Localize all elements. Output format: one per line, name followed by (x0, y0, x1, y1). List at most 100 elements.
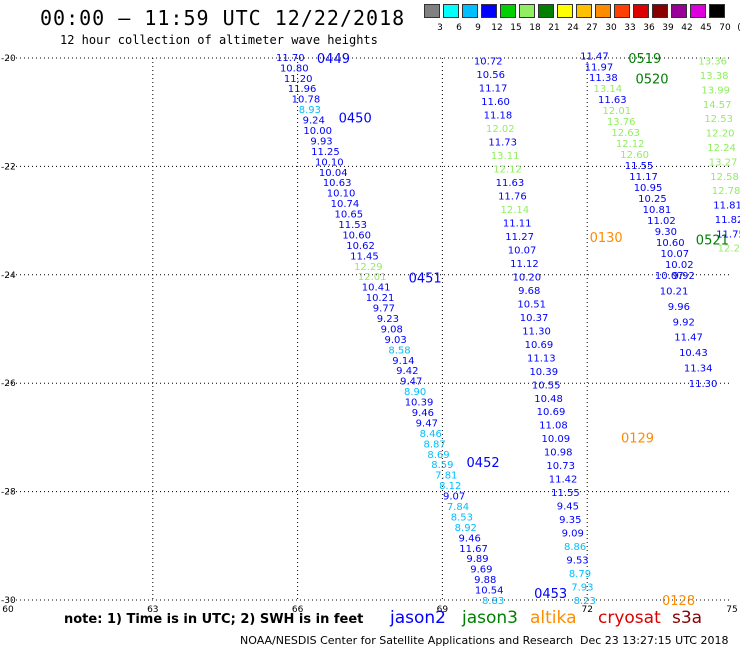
data-label: 13.27 (709, 157, 738, 168)
scale-swatch (519, 4, 535, 18)
x-tick-label: 63 (147, 605, 158, 615)
data-label: 11.70 (276, 53, 305, 64)
data-label: 10.65 (335, 210, 364, 221)
data-label: 11.17 (479, 84, 508, 95)
data-label: 9.03 (384, 335, 406, 346)
data-label: 9.46 (459, 533, 481, 544)
pass-time-label: 0129 (621, 431, 654, 446)
data-label: 10.09 (542, 434, 571, 445)
data-label: 8.86 (564, 542, 586, 553)
data-label: 7.81 (435, 471, 457, 482)
data-label: 9.53 (566, 556, 588, 567)
data-label: 10.00 (303, 126, 332, 137)
data-label: 12.02 (486, 124, 515, 135)
data-label: 10.10 (327, 189, 356, 200)
scale-swatch (538, 4, 554, 18)
data-label: 12.60 (620, 150, 649, 161)
data-label: 13.11 (491, 151, 520, 162)
data-label: 8.69 (427, 450, 449, 461)
data-label: 7.93 (571, 583, 593, 594)
data-label: 11.18 (484, 111, 513, 122)
scale-label: 15 (510, 23, 522, 33)
data-label: 11.73 (488, 138, 517, 149)
pass-time-label: 0451 (409, 272, 442, 287)
data-label: 11.25 (311, 147, 340, 158)
pass-time-label: 0521 (696, 234, 729, 249)
scale-label: 12 (491, 23, 503, 33)
data-label: 11.82 (715, 215, 740, 226)
data-label: 9.08 (381, 324, 403, 335)
data-label: 9.07 (443, 492, 465, 503)
data-label: 14.57 (703, 100, 732, 111)
y-tick-label: -28 (1, 488, 16, 498)
scale-swatch (462, 4, 478, 18)
data-label: 10.69 (525, 340, 554, 351)
data-label: 13.36 (698, 57, 727, 68)
scale-swatch (576, 4, 592, 18)
data-label: 9.30 (655, 227, 677, 238)
scale-swatch (500, 4, 516, 18)
scale-swatch (424, 4, 440, 18)
data-label: 11.30 (689, 379, 718, 390)
scale-label: 6 (456, 23, 462, 33)
data-label: 11.53 (338, 220, 367, 231)
scale-label: 42 (681, 23, 693, 33)
scale-swatch (595, 4, 611, 18)
scale-swatch (633, 4, 649, 18)
scale-label: 24 (567, 23, 579, 33)
data-label: 11.63 (496, 178, 525, 189)
y-tick-label: -26 (1, 379, 16, 389)
legend-altika: altika (530, 608, 577, 628)
data-label: 10.39 (405, 398, 434, 409)
data-label: 8.92 (455, 523, 477, 534)
scale-swatch (614, 4, 630, 18)
data-label: 10.56 (476, 70, 505, 81)
data-label: 11.42 (549, 475, 578, 486)
data-label: 10.25 (638, 194, 667, 205)
data-label: 11.47 (580, 51, 609, 62)
pass-time-label: 0130 (590, 231, 623, 246)
data-label: 10.04 (319, 168, 348, 179)
y-tick-label: -20 (1, 54, 16, 64)
data-label: 10.69 (537, 407, 566, 418)
data-label: 8.23 (574, 596, 596, 607)
x-tick-label: 75 (726, 605, 737, 615)
data-label: 9.69 (470, 565, 492, 576)
data-label: 9.96 (668, 302, 690, 313)
data-label: 10.21 (366, 293, 395, 304)
data-label: 8.79 (569, 569, 591, 580)
data-label: 7.84 (447, 502, 469, 513)
data-label: 9.47 (400, 377, 422, 388)
scale-label: 70 (719, 23, 731, 33)
legend-cryosat: cryosat (598, 608, 661, 628)
data-label: 12.78 (712, 186, 740, 197)
data-label: 9.92 (673, 317, 695, 328)
data-label: 10.02 (665, 260, 694, 271)
data-label: 9.42 (396, 366, 418, 377)
pass-time-label: 0452 (467, 456, 500, 471)
x-tick-label: 60 (2, 605, 14, 615)
scale-label: 39 (662, 23, 674, 33)
data-label: 12.12 (616, 139, 645, 150)
y-tick-label: -30 (1, 596, 16, 606)
data-label: 9.92 (673, 271, 695, 282)
data-label: 11.63 (598, 95, 627, 106)
data-label: 10.07 (655, 271, 684, 282)
data-label: 11.67 (459, 544, 488, 555)
pass-time-label: 0450 (339, 112, 372, 127)
data-label: 11.55 (625, 161, 654, 172)
data-label: 10.98 (544, 448, 573, 459)
generated-timestamp: Dec 23 13:27:15 UTC 2018 (580, 634, 729, 647)
data-label: 11.17 (629, 172, 658, 183)
data-label: 10.60 (342, 230, 371, 241)
data-label: 13.99 (701, 85, 730, 96)
scale-label: 30 (605, 23, 617, 33)
data-label: 9.46 (412, 408, 434, 419)
scale-label: 27 (586, 23, 598, 33)
data-label: 10.62 (346, 241, 375, 252)
data-label: 10.72 (474, 57, 503, 68)
scale-label: 3 (437, 23, 443, 33)
scale-swatch (481, 4, 497, 18)
data-label: 8.12 (439, 481, 461, 492)
data-label: 9.09 (562, 529, 584, 540)
